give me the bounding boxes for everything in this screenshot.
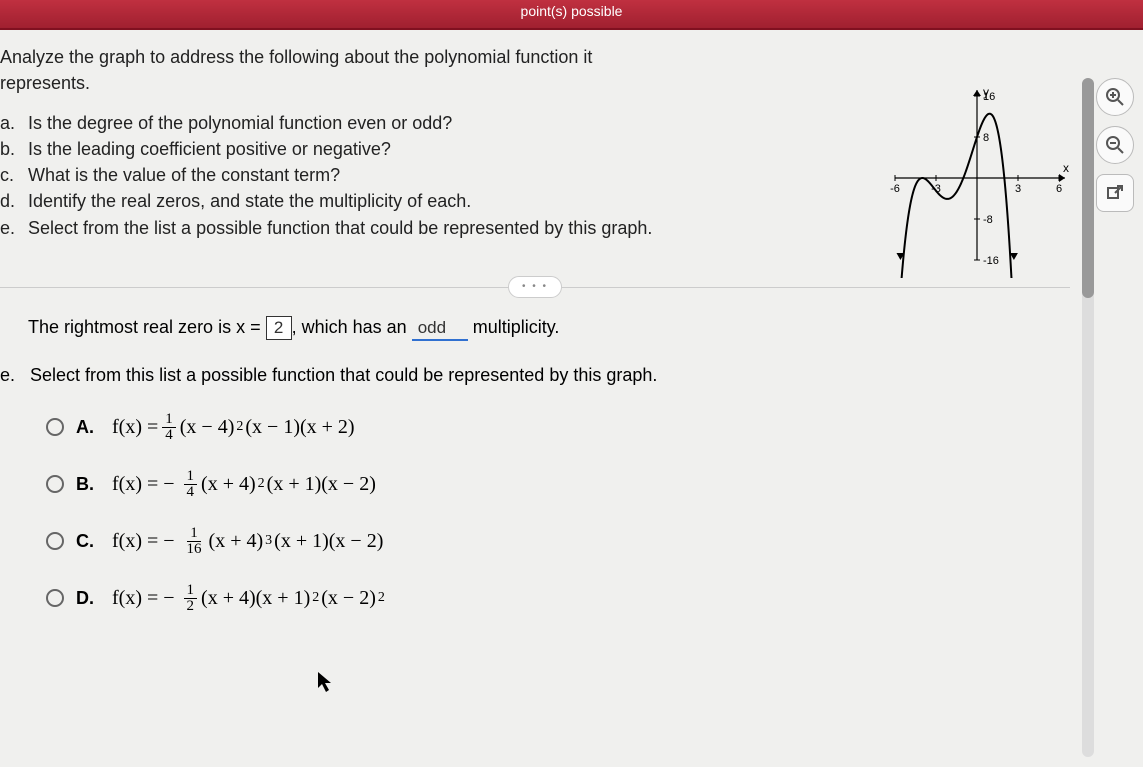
option-radio[interactable] xyxy=(46,532,64,550)
subq-letter: c. xyxy=(0,162,28,188)
answer-sentence: The rightmost real zero is x = 2, which … xyxy=(28,316,1143,341)
zoom-in-button[interactable] xyxy=(1096,78,1134,116)
option-radio[interactable] xyxy=(46,589,64,607)
subq-text: Identify the real zeros, and state the m… xyxy=(28,188,471,214)
section-divider: • • • xyxy=(0,287,1070,288)
multiplicity-select[interactable]: odd xyxy=(412,317,468,341)
option-label: B. xyxy=(76,474,100,495)
part-e-prompt: e. Select from this list a possible func… xyxy=(0,365,1143,386)
svg-text:8: 8 xyxy=(983,132,989,144)
answer-options: A. f(x) = 14(x − 4)2(x − 1)(x + 2) B. f(x) … xyxy=(46,412,1143,614)
subquestion-row: d.Identify the real zeros, and state the… xyxy=(0,188,820,214)
subquestion-row: b.Is the leading coefficient positive or… xyxy=(0,136,820,162)
option-row[interactable]: D. f(x) = − 12(x + 4)(x + 1)2(x − 2)2 xyxy=(46,583,1143,614)
svg-text:3: 3 xyxy=(1015,183,1021,195)
popout-button[interactable] xyxy=(1096,174,1134,212)
zoom-out-icon xyxy=(1105,135,1125,155)
question-prompt: Analyze the graph to address the followi… xyxy=(0,44,820,96)
answer-prefix: The rightmost real zero is x = xyxy=(28,317,261,337)
zoom-out-button[interactable] xyxy=(1096,126,1134,164)
subquestions: a.Is the degree of the polynomial functi… xyxy=(0,110,820,240)
svg-text:x: x xyxy=(1063,161,1069,175)
svg-text:-16: -16 xyxy=(983,255,999,267)
answer-suffix: multiplicity. xyxy=(473,317,560,337)
option-formula: f(x) = − 12(x + 4)(x + 1)2(x − 2)2 xyxy=(112,583,385,614)
subquestion-row: e.Select from the list a possible functi… xyxy=(0,215,820,241)
option-row[interactable]: C. f(x) = − 116(x + 4)3(x + 1)(x − 2) xyxy=(46,526,1143,557)
expand-pill[interactable]: • • • xyxy=(508,276,562,298)
option-row[interactable]: B. f(x) = − 14(x + 4)2(x + 1)(x − 2) xyxy=(46,469,1143,500)
subq-text: What is the value of the constant term? xyxy=(28,162,340,188)
subquestion-row: a.Is the degree of the polynomial functi… xyxy=(0,110,820,136)
svg-text:-6: -6 xyxy=(890,183,900,195)
subq-letter: e. xyxy=(0,215,28,241)
zero-value-input[interactable]: 2 xyxy=(266,316,292,340)
part-e-text: Select from this list a possible functio… xyxy=(30,365,657,385)
option-formula: f(x) = − 14(x + 4)2(x + 1)(x − 2) xyxy=(112,469,376,500)
subquestion-row: c.What is the value of the constant term… xyxy=(0,162,820,188)
subq-text: Select from the list a possible function… xyxy=(28,215,652,241)
option-label: A. xyxy=(76,417,100,438)
answer-mid: , which has an xyxy=(292,317,407,337)
subq-letter: d. xyxy=(0,188,28,214)
option-formula: f(x) = − 116(x + 4)3(x + 1)(x − 2) xyxy=(112,526,383,557)
subq-text: Is the degree of the polynomial function… xyxy=(28,110,452,136)
svg-text:-8: -8 xyxy=(983,214,993,226)
option-label: C. xyxy=(76,531,100,552)
option-radio[interactable] xyxy=(46,475,64,493)
option-row[interactable]: A. f(x) = 14(x − 4)2(x − 1)(x + 2) xyxy=(46,412,1143,443)
part-e-letter: e. xyxy=(0,365,15,385)
graph-panel: -6-336-16-8816xy xyxy=(877,78,1077,278)
question-block: Analyze the graph to address the followi… xyxy=(0,44,820,241)
option-radio[interactable] xyxy=(46,418,64,436)
dots-icon: • • • xyxy=(522,281,548,292)
content-area: Analyze the graph to address the followi… xyxy=(0,30,1143,767)
prompt-line-1: Analyze the graph to address the followi… xyxy=(0,47,592,67)
scrollbar-thumb[interactable] xyxy=(1082,78,1094,298)
points-possible-text: point(s) possible xyxy=(521,3,623,19)
polynomial-graph: -6-336-16-8816xy xyxy=(877,78,1077,278)
prompt-line-2: represents. xyxy=(0,73,90,93)
svg-text:-3: -3 xyxy=(931,183,941,195)
option-formula: f(x) = 14(x − 4)2(x − 1)(x + 2) xyxy=(112,412,355,443)
popout-icon xyxy=(1106,184,1124,202)
svg-text:y: y xyxy=(983,85,989,99)
graph-tools xyxy=(1093,78,1137,212)
mouse-cursor-icon xyxy=(318,672,336,694)
subq-text: Is the leading coefficient positive or n… xyxy=(28,136,391,162)
header-bar: point(s) possible xyxy=(0,0,1143,30)
svg-text:6: 6 xyxy=(1056,183,1062,195)
subq-letter: a. xyxy=(0,110,28,136)
zoom-in-icon xyxy=(1105,87,1125,107)
option-label: D. xyxy=(76,588,100,609)
vertical-scrollbar[interactable] xyxy=(1082,78,1094,757)
subq-letter: b. xyxy=(0,136,28,162)
